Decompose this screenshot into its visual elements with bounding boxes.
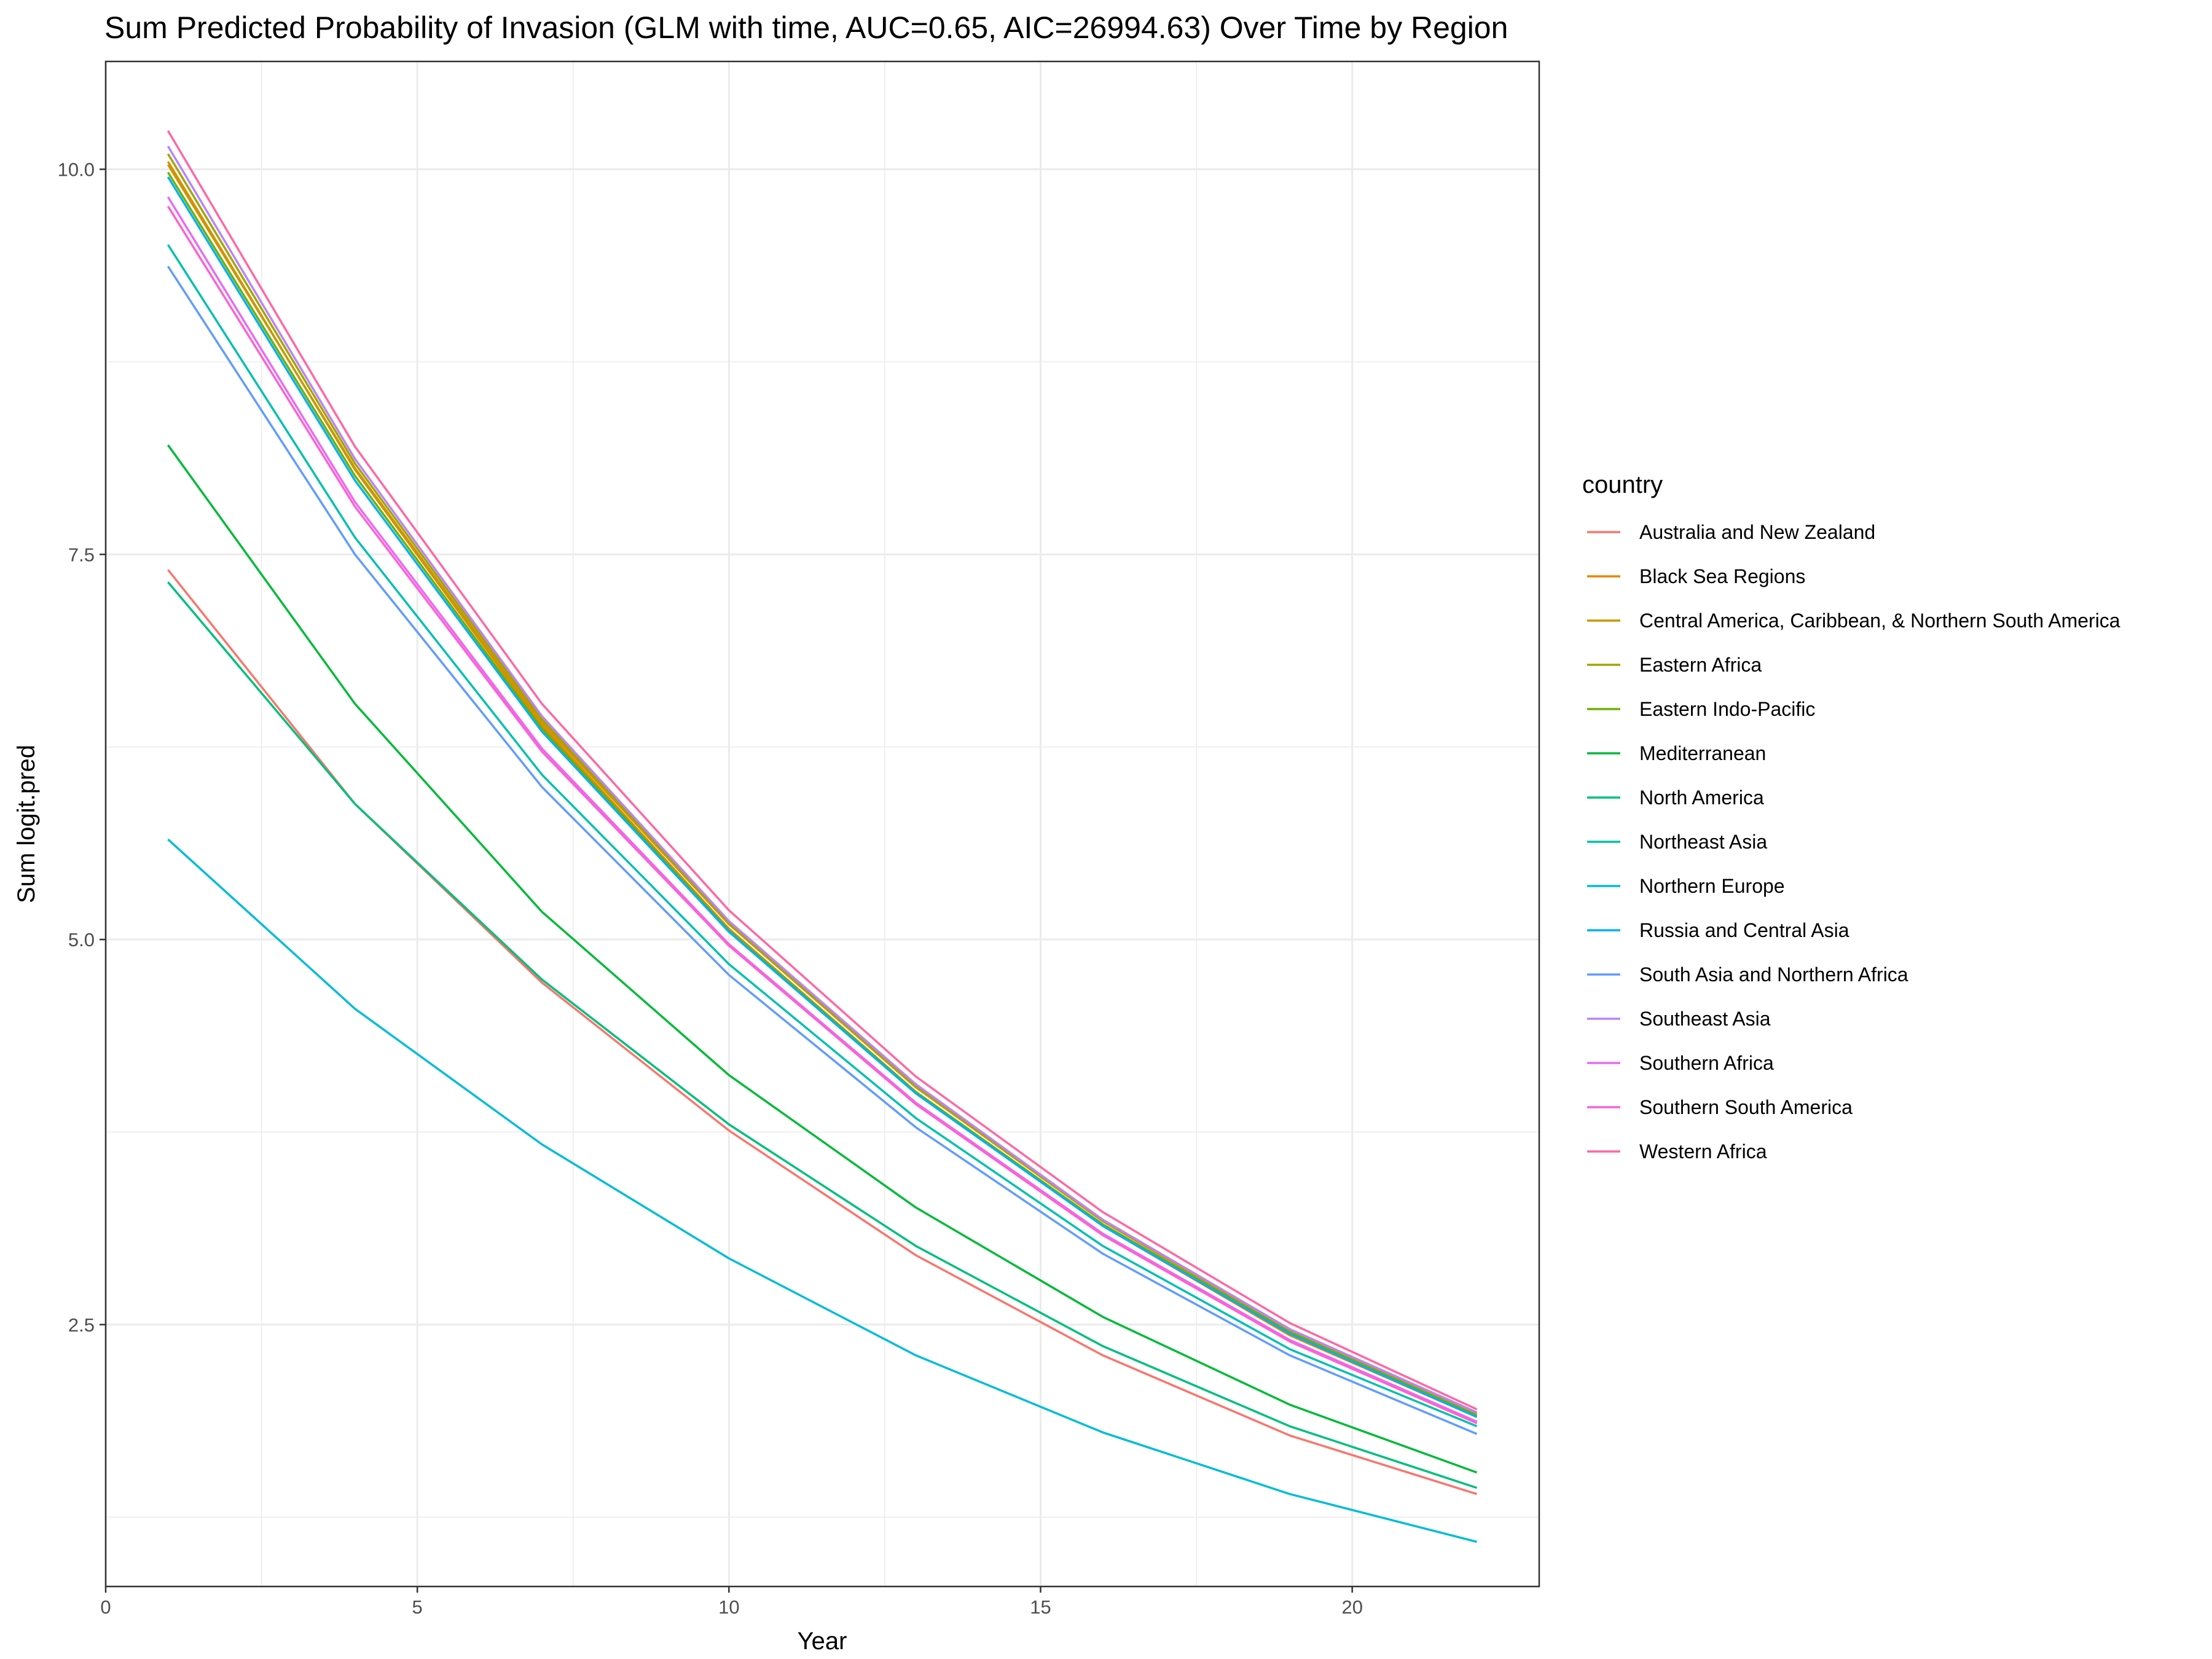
- legend-label: Eastern Africa: [1639, 654, 1762, 676]
- legend-label: Southern Africa: [1639, 1052, 1774, 1074]
- legend: country Australia and New Zealand Black S…: [1582, 471, 2120, 1163]
- grid-layer: [104, 61, 1539, 1586]
- series-line: [167, 444, 1478, 1474]
- legend-items: Australia and New Zealand Black Sea Regio…: [1587, 521, 2120, 1163]
- series-line: [167, 838, 1478, 1543]
- legend-label: Australia and New Zealand: [1639, 521, 1875, 543]
- legend-label: North America: [1639, 786, 1764, 809]
- x-tick-label: 0: [100, 1596, 111, 1618]
- plot-background: [106, 61, 1539, 1586]
- legend-label: Northeast Asia: [1639, 831, 1767, 853]
- legend-label: Southeast Asia: [1639, 1008, 1771, 1030]
- legend-label: Central America, Caribbean, & Northern S…: [1639, 610, 2120, 632]
- legend-label: Eastern Indo-Pacific: [1639, 698, 1815, 720]
- series-line: [167, 176, 1478, 1418]
- x-tick-label: 20: [1341, 1596, 1362, 1618]
- y-tick-label: 5.0: [68, 929, 95, 951]
- series-line: [167, 130, 1478, 1411]
- legend-label: Russia and Central Asia: [1639, 919, 1849, 941]
- legend-label: Southern South America: [1639, 1096, 1853, 1118]
- series-line: [167, 581, 1478, 1489]
- legend-label: Mediterranean: [1639, 742, 1766, 764]
- y-tick-label: 7.5: [68, 544, 95, 565]
- series-line: [167, 205, 1478, 1424]
- series-line: [167, 171, 1478, 1417]
- x-tick-label: 10: [718, 1596, 739, 1618]
- x-tick-label: 15: [1030, 1596, 1051, 1618]
- series-line: [167, 146, 1478, 1414]
- y-tick-label: 2.5: [68, 1314, 95, 1336]
- axis-layer: 0 5 10 15 20 2.5 5.0 7.5 10.0: [58, 159, 1363, 1618]
- x-axis-title: Year: [798, 1628, 847, 1655]
- y-tick-label: 10.0: [58, 159, 95, 180]
- series-layer: [167, 130, 1478, 1543]
- legend-label: Black Sea Regions: [1639, 565, 1805, 587]
- legend-label: Northern Europe: [1639, 875, 1785, 897]
- y-axis-title: Sum logit.pred: [13, 745, 40, 903]
- plot-border: [104, 60, 1540, 1588]
- legend-label: Western Africa: [1639, 1140, 1767, 1163]
- legend-title: country: [1582, 471, 1663, 498]
- x-tick-label: 5: [412, 1596, 423, 1618]
- series-line: [167, 164, 1478, 1415]
- series-line: [167, 196, 1478, 1423]
- series-line: [167, 265, 1478, 1435]
- chart-title: Sum Predicted Probability of Invasion (G…: [104, 10, 1508, 45]
- series-line: [167, 244, 1478, 1427]
- legend-label: South Asia and Northern Africa: [1639, 963, 1908, 986]
